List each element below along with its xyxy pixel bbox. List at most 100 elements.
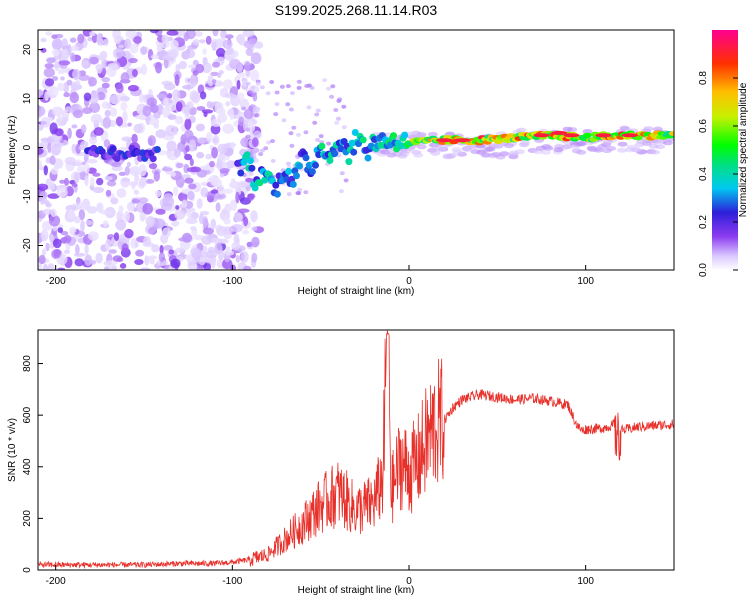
noise-blob (106, 180, 117, 187)
noise-blob (142, 105, 152, 117)
noise-blob (143, 236, 152, 246)
noise-blob (75, 243, 80, 255)
noise-blob (188, 76, 197, 88)
noise-blob (223, 226, 234, 235)
noise-blob (270, 158, 276, 163)
noise-blob (51, 106, 64, 117)
noise-blob (274, 90, 280, 95)
noise-blob (334, 120, 340, 125)
noise-blob (110, 197, 119, 205)
ridge-hotspot (533, 133, 550, 138)
noise-blob (103, 261, 112, 266)
noise-blob (96, 202, 104, 213)
noise-blob (41, 197, 48, 204)
noise-blob (288, 131, 294, 136)
noise-blob (145, 216, 155, 227)
noise-blob (61, 45, 70, 51)
noise-blob (147, 49, 154, 61)
ridge-blob (582, 132, 592, 138)
noise-blob (269, 80, 275, 84)
noise-blob (121, 136, 133, 142)
noise-blob (273, 112, 279, 117)
noise-blob (150, 104, 159, 114)
noise-blob (210, 256, 216, 269)
noise-blob (234, 212, 243, 223)
noise-blob (235, 191, 240, 204)
noise-blob (217, 72, 222, 79)
noise-blob (139, 176, 147, 188)
signal-halo (582, 129, 593, 134)
noise-blob (109, 94, 121, 105)
noise-blob (101, 82, 110, 89)
noise-blob (38, 106, 46, 117)
noise-blob (250, 52, 262, 65)
ridge-blob (351, 129, 359, 136)
noise-blob (247, 193, 255, 201)
noise-blob (42, 248, 46, 257)
signal-halo (602, 148, 612, 154)
noise-blob (112, 255, 123, 262)
noise-blob (104, 109, 111, 117)
ridge-blob (397, 142, 405, 150)
noise-blob (99, 209, 112, 215)
noise-blob (56, 187, 68, 198)
ridge-hotspot (454, 138, 470, 143)
noise-blob (95, 252, 103, 264)
noise-blob (188, 64, 197, 69)
noise-blob (178, 237, 190, 242)
noise-blob (237, 72, 246, 78)
noise-blob (126, 201, 136, 212)
noise-blob (78, 74, 90, 81)
noise-blob (74, 258, 84, 267)
noise-blob (45, 202, 52, 208)
noise-blob (63, 92, 70, 98)
noise-blob (315, 108, 321, 113)
noise-blob (70, 45, 80, 52)
ridge-hotspot (621, 133, 638, 138)
noise-blob (120, 101, 128, 111)
noise-blob (250, 210, 258, 223)
signal-halo (576, 149, 587, 155)
noise-blob (175, 175, 185, 188)
noise-blob (229, 199, 238, 211)
noise-blob (266, 140, 272, 145)
noise-blob (187, 191, 195, 201)
noise-blob (279, 84, 285, 89)
noise-blob (165, 125, 177, 137)
noise-blob (114, 37, 121, 45)
noise-blob (245, 81, 251, 86)
noise-blob (47, 193, 60, 199)
noise-blob (51, 38, 63, 51)
noise-blob (60, 231, 69, 236)
noise-blob (51, 76, 59, 81)
noise-blob (104, 239, 112, 251)
noise-blob (170, 39, 179, 50)
noise-blob (119, 263, 127, 269)
noise-blob (46, 57, 56, 64)
noise-blob (63, 249, 70, 254)
noise-blob (133, 36, 142, 44)
noise-blob (173, 148, 181, 158)
noise-blob (318, 134, 324, 139)
noise-blob (249, 69, 260, 82)
noise-blob (75, 143, 81, 154)
noise-blob (49, 155, 56, 165)
noise-blob (222, 79, 233, 90)
noise-blob (47, 142, 52, 154)
noise-blob (229, 108, 235, 121)
noise-blob (124, 38, 132, 49)
noise-blob (186, 216, 196, 224)
noise-blob (102, 220, 109, 228)
noise-blob (99, 51, 106, 62)
noise-blob (296, 191, 302, 196)
noise-blob (239, 180, 249, 188)
noise-blob (73, 252, 86, 257)
noise-blob (184, 153, 193, 161)
noise-blob (119, 96, 130, 101)
signal-halo (593, 147, 604, 153)
noise-blob (259, 85, 265, 90)
noise-blob (124, 228, 134, 239)
noise-blob (185, 253, 194, 262)
spectrogram-x-label: Height of straight line (km) (298, 286, 415, 297)
noise-blob (90, 113, 103, 124)
